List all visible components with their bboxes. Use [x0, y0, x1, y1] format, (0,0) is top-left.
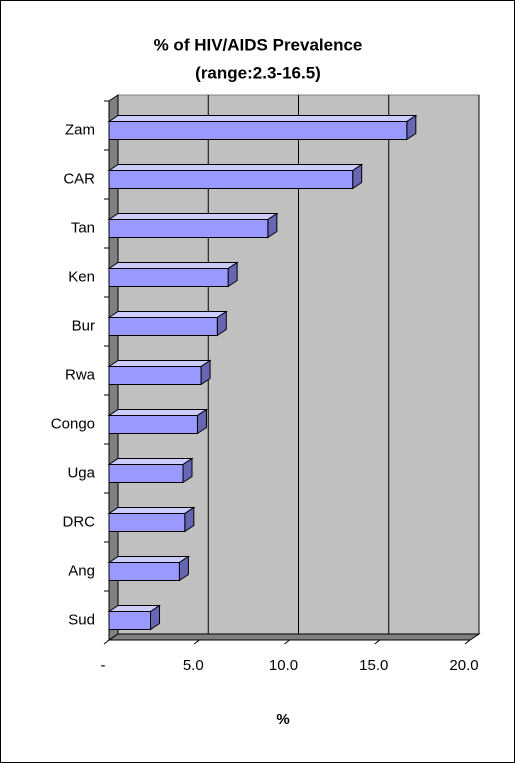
x-tick-label: 20.0	[449, 657, 478, 674]
bar	[107, 457, 194, 484]
bar-top	[107, 311, 228, 318]
bar-top	[107, 115, 418, 122]
y-tick-label: Rwa	[65, 366, 96, 383]
bar	[107, 310, 228, 337]
chart-title: % of HIV/AIDS Prevalence	[154, 35, 363, 54]
bar-front	[108, 464, 184, 483]
y-tick-label: Ken	[68, 268, 95, 285]
bar-front	[108, 317, 218, 336]
bar	[107, 555, 191, 582]
bar-front	[108, 170, 354, 189]
chart-subtitle: (range:2.3-16.5)	[195, 63, 321, 82]
bar	[107, 604, 162, 631]
x-axis-label: %	[276, 711, 289, 728]
y-tick-label: Sud	[68, 611, 95, 628]
bar-front	[108, 611, 152, 630]
bar-front	[108, 219, 269, 238]
x-tick	[193, 639, 200, 645]
x-tick-label: -	[101, 657, 106, 674]
bar	[107, 261, 239, 288]
bar	[107, 212, 279, 239]
bar-front	[108, 562, 180, 581]
y-tick-label: CAR	[63, 170, 95, 187]
bar-top	[107, 262, 239, 269]
floor	[107, 633, 481, 641]
x-tick	[374, 639, 381, 645]
bar	[107, 114, 418, 141]
bar	[107, 506, 196, 533]
y-tick-label: Congo	[51, 415, 95, 432]
bar-top	[107, 360, 212, 367]
y-tick-label: Zam	[65, 121, 95, 138]
x-tick-label: 10.0	[269, 657, 298, 674]
bar-top	[107, 213, 279, 220]
bar-front	[108, 268, 229, 287]
bar-top	[107, 164, 364, 171]
x-tick	[284, 639, 290, 645]
y-tick-label: Bur	[72, 317, 95, 334]
x-tick	[464, 639, 471, 645]
bar	[107, 408, 209, 435]
bar	[107, 163, 364, 190]
bar-top	[107, 458, 194, 465]
bar-front	[108, 415, 198, 434]
y-tick-label: DRC	[63, 513, 96, 530]
x-tick-label: 5.0	[183, 657, 204, 674]
bar-top	[107, 409, 209, 416]
y-tick-label: Tan	[71, 219, 95, 236]
y-tick-label: Ang	[68, 562, 95, 579]
bar-front	[108, 513, 186, 532]
bar-top	[107, 507, 196, 514]
x-tick	[103, 639, 110, 645]
bar-front	[108, 366, 202, 385]
y-tick-label: Uga	[67, 464, 95, 481]
bar-top	[107, 556, 191, 563]
bar-front	[108, 121, 408, 140]
x-tick-label: 15.0	[359, 657, 388, 674]
bar	[107, 359, 212, 386]
